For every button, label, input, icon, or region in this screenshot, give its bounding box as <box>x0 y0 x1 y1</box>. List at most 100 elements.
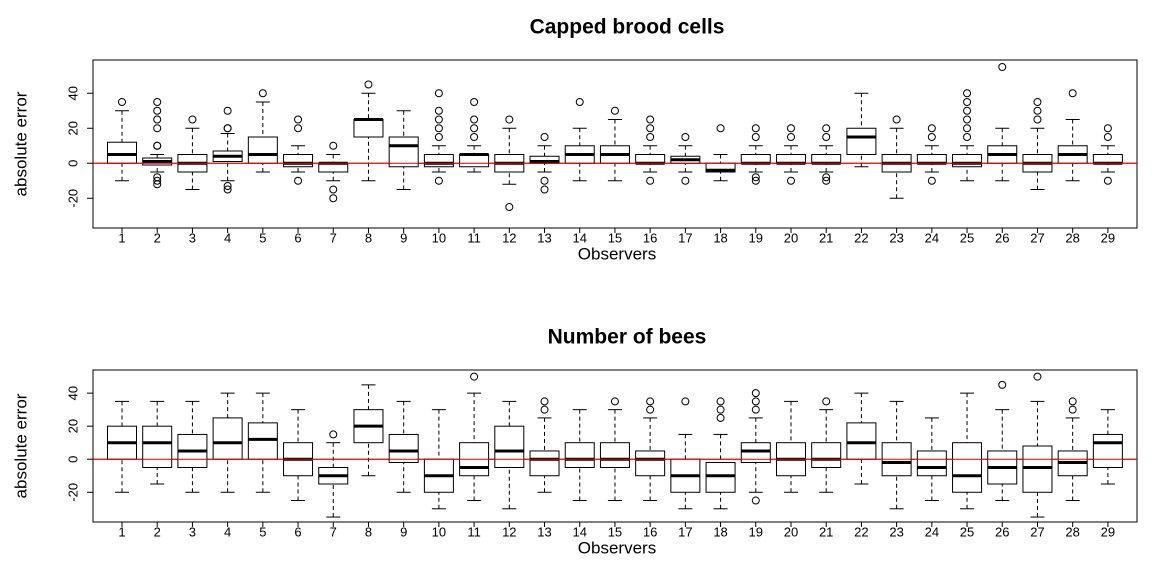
x-axis-label: Observers <box>578 244 656 263</box>
outlier <box>1103 133 1112 141</box>
outlier <box>646 176 655 185</box>
x-tick-label: 20 <box>784 524 798 539</box>
x-tick-label: 11 <box>467 230 481 245</box>
x-tick-label: 6 <box>294 230 301 245</box>
box <box>846 422 877 460</box>
x-tick-label: 5 <box>259 524 266 539</box>
outlier <box>751 173 760 182</box>
outlier <box>364 80 373 89</box>
outlier <box>751 397 760 406</box>
outlier <box>540 133 549 141</box>
x-tick-label: 2 <box>154 524 161 539</box>
box <box>952 154 983 168</box>
box <box>916 450 947 477</box>
outlier <box>1103 176 1112 185</box>
outlier <box>1103 124 1112 133</box>
x-tick-label: 14 <box>572 230 586 245</box>
outlier <box>1068 397 1077 406</box>
outlier <box>329 141 338 150</box>
outlier <box>505 203 514 211</box>
outlier <box>716 124 725 133</box>
outlier <box>822 124 831 133</box>
box <box>846 127 877 155</box>
outlier <box>786 133 795 141</box>
x-tick-label: 1 <box>118 230 125 245</box>
outlier <box>329 194 338 203</box>
y-tick-label: 40 <box>65 386 80 400</box>
x-tick-label: 1 <box>118 524 125 539</box>
box <box>529 450 560 477</box>
outlier <box>153 106 162 115</box>
outlier <box>223 124 232 133</box>
x-tick-label: 12 <box>502 524 516 539</box>
outlier <box>963 124 972 133</box>
outlier <box>153 180 162 189</box>
outlier <box>329 430 338 439</box>
outlier <box>434 115 443 124</box>
outlier <box>646 115 655 124</box>
outlier <box>1068 405 1077 414</box>
box <box>1092 433 1123 468</box>
outlier <box>118 98 126 106</box>
outlier <box>540 185 549 194</box>
outlier <box>716 405 725 414</box>
box <box>635 450 666 477</box>
outlier <box>610 397 619 406</box>
x-tick-label: 19 <box>749 524 763 539</box>
x-tick-label: 13 <box>537 524 551 539</box>
outlier <box>188 115 197 124</box>
outlier <box>505 115 514 124</box>
x-tick-label: 10 <box>432 230 446 245</box>
box <box>283 154 314 168</box>
outlier <box>470 133 479 141</box>
outlier <box>716 397 725 406</box>
outlier <box>751 176 760 185</box>
x-tick-label: 9 <box>400 230 407 245</box>
x-tick-label: 26 <box>995 230 1009 245</box>
x-tick-label: 5 <box>259 230 266 245</box>
y-tick-label: 20 <box>65 121 80 135</box>
x-tick-label: 9 <box>400 524 407 539</box>
outlier <box>646 133 655 141</box>
outlier <box>153 141 162 150</box>
x-tick-label: 12 <box>502 230 516 245</box>
x-tick-label: 29 <box>1101 230 1115 245</box>
outlier <box>716 413 725 422</box>
outlier <box>822 176 831 185</box>
y-tick-label: 40 <box>65 86 80 100</box>
outlier <box>470 124 479 133</box>
x-tick-label: 11 <box>467 524 481 539</box>
x-tick-label: 20 <box>784 230 798 245</box>
box <box>388 136 419 168</box>
x-tick-label: 16 <box>643 524 657 539</box>
outlier <box>998 63 1007 71</box>
box <box>247 422 278 460</box>
outlier <box>470 372 479 381</box>
outlier <box>646 405 655 414</box>
x-tick-label: 17 <box>678 524 692 539</box>
x-tick-label: 15 <box>608 524 622 539</box>
box <box>107 141 137 164</box>
x-tick-label: 22 <box>854 524 868 539</box>
x-tick-label: 29 <box>1101 524 1115 539</box>
outlier <box>294 124 303 133</box>
outlier <box>751 389 760 398</box>
outlier <box>434 89 443 98</box>
x-tick-label: 18 <box>713 230 727 245</box>
outlier <box>153 176 162 185</box>
x-tick-label: 7 <box>330 524 337 539</box>
outlier <box>153 115 162 124</box>
outlier <box>681 133 690 141</box>
x-tick-label: 7 <box>330 230 337 245</box>
x-tick-label: 19 <box>749 230 763 245</box>
x-tick-label: 28 <box>1065 230 1079 245</box>
box <box>740 442 771 464</box>
x-tick-label: 23 <box>889 230 903 245</box>
y-axis-label: absolute error <box>11 91 30 196</box>
x-tick-label: 26 <box>995 524 1009 539</box>
box <box>353 119 384 138</box>
outlier <box>294 176 303 185</box>
x-tick-label: 28 <box>1065 524 1079 539</box>
x-tick-label: 3 <box>189 230 196 245</box>
